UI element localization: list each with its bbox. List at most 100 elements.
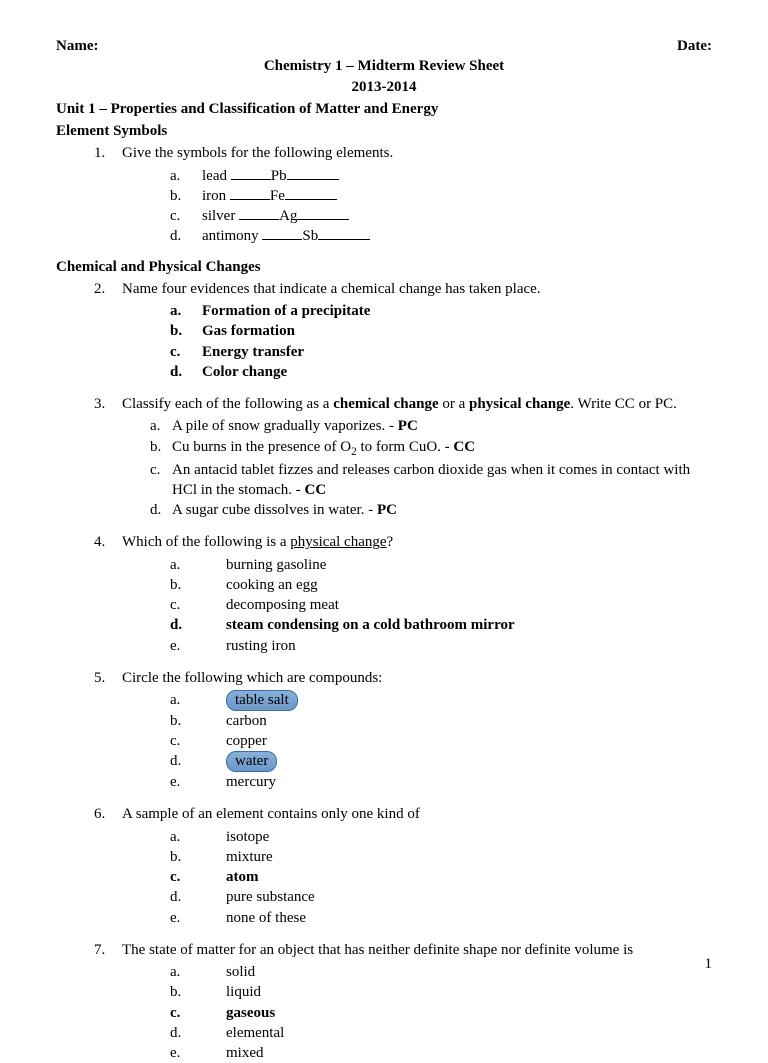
circled-answer: table salt xyxy=(226,690,298,711)
q3-option: c.An antacid tablet fizzes and releases … xyxy=(150,460,712,501)
opt-letter: a. xyxy=(170,555,226,575)
opt-text: Color change xyxy=(202,362,712,382)
circled-answer: water xyxy=(226,751,277,772)
opt-letter: d. xyxy=(170,1023,226,1043)
opt-letter: d. xyxy=(150,500,172,520)
mc-option: c.decomposing meat xyxy=(170,595,712,615)
opt-text: copper xyxy=(226,731,712,751)
mc-option: a.isotope xyxy=(170,827,712,847)
q2-text: Name four evidences that indicate a chem… xyxy=(122,279,712,299)
mc-option: d.pure substance xyxy=(170,887,712,907)
doc-title-2: 2013-2014 xyxy=(56,77,712,97)
mc-option: d.steam condensing on a cold bathroom mi… xyxy=(170,615,712,635)
opt-letter: e. xyxy=(170,908,226,928)
opt-text: mixture xyxy=(226,847,712,867)
mc-option: c.copper xyxy=(170,731,712,751)
section-element-symbols: Element Symbols xyxy=(56,121,712,141)
opt-text: rusting iron xyxy=(226,636,712,656)
mc-option: e.none of these xyxy=(170,908,712,928)
q2-answer: b.Gas formation xyxy=(170,321,712,341)
mc-option: b.liquid xyxy=(170,982,712,1002)
q1-option: a.lead Pb xyxy=(170,166,712,186)
opt-letter: d. xyxy=(170,362,202,382)
opt-text: table salt xyxy=(226,690,712,711)
opt-text: atom xyxy=(226,867,712,887)
q1-num: 1. xyxy=(94,143,122,246)
header: Name: Date: xyxy=(56,36,712,56)
question-2: 2. Name four evidences that indicate a c… xyxy=(94,279,712,382)
opt-text: silver Ag xyxy=(202,206,712,226)
q1-option: c.silver Ag xyxy=(170,206,712,226)
q4-num: 4. xyxy=(94,532,122,656)
mc-option: a.burning gasoline xyxy=(170,555,712,575)
opt-letter: e. xyxy=(170,636,226,656)
q3-option: d.A sugar cube dissolves in water. - PC xyxy=(150,500,712,520)
q3-option: a.A pile of snow gradually vaporizes. - … xyxy=(150,416,712,436)
q7-num: 7. xyxy=(94,940,122,1063)
doc-title-1: Chemistry 1 – Midterm Review Sheet xyxy=(56,56,712,76)
opt-text: lead Pb xyxy=(202,166,712,186)
opt-letter: b. xyxy=(150,437,172,460)
opt-text: Formation of a precipitate xyxy=(202,301,712,321)
opt-text: liquid xyxy=(226,982,712,1002)
opt-text: gaseous xyxy=(226,1003,712,1023)
q1-option: d.antimony Sb xyxy=(170,226,712,246)
opt-letter: c. xyxy=(170,595,226,615)
opt-text: none of these xyxy=(226,908,712,928)
opt-text: Cu burns in the presence of O2 to form C… xyxy=(172,437,712,460)
question-6: 6. A sample of an element contains only … xyxy=(94,804,712,928)
section-chem-phys: Chemical and Physical Changes xyxy=(56,257,712,277)
opt-letter: d. xyxy=(170,751,226,772)
opt-letter: a. xyxy=(170,690,226,711)
opt-letter: a. xyxy=(170,827,226,847)
q6-num: 6. xyxy=(94,804,122,928)
opt-letter: b. xyxy=(170,711,226,731)
opt-letter: d. xyxy=(170,615,226,635)
opt-text: decomposing meat xyxy=(226,595,712,615)
opt-text: isotope xyxy=(226,827,712,847)
opt-text: antimony Sb xyxy=(202,226,712,246)
opt-letter: a. xyxy=(170,962,226,982)
mc-option: c.gaseous xyxy=(170,1003,712,1023)
mc-option: a.solid xyxy=(170,962,712,982)
opt-letter: d. xyxy=(170,887,226,907)
opt-letter: b. xyxy=(170,847,226,867)
q2-answer: d.Color change xyxy=(170,362,712,382)
opt-letter: c. xyxy=(150,460,172,501)
opt-letter: e. xyxy=(170,772,226,792)
q1-option: b.iron Fe xyxy=(170,186,712,206)
mc-option: b.carbon xyxy=(170,711,712,731)
opt-text: A sugar cube dissolves in water. - PC xyxy=(172,500,712,520)
q2-answer: c.Energy transfer xyxy=(170,342,712,362)
opt-text: water xyxy=(226,751,712,772)
mc-option: e.mixed xyxy=(170,1043,712,1063)
q7-text: The state of matter for an object that h… xyxy=(122,940,712,960)
opt-letter: c. xyxy=(170,1003,226,1023)
q5-num: 5. xyxy=(94,668,122,793)
q2-answer: a.Formation of a precipitate xyxy=(170,301,712,321)
q5-text: Circle the following which are compounds… xyxy=(122,668,712,688)
question-1: 1. Give the symbols for the following el… xyxy=(94,143,712,246)
question-5: 5. Circle the following which are compou… xyxy=(94,668,712,793)
q6-text: A sample of an element contains only one… xyxy=(122,804,712,824)
q2-num: 2. xyxy=(94,279,122,382)
q3-num: 3. xyxy=(94,394,122,520)
opt-letter: c. xyxy=(170,731,226,751)
opt-text: solid xyxy=(226,962,712,982)
date-label: Date: xyxy=(677,36,712,56)
opt-text: Energy transfer xyxy=(202,342,712,362)
mc-option: b.cooking an egg xyxy=(170,575,712,595)
opt-text: Gas formation xyxy=(202,321,712,341)
mc-option: d.water xyxy=(170,751,712,772)
opt-text: burning gasoline xyxy=(226,555,712,575)
opt-text: carbon xyxy=(226,711,712,731)
unit-title: Unit 1 – Properties and Classification o… xyxy=(56,99,712,119)
page-number: 1 xyxy=(705,954,713,974)
question-3: 3. Classify each of the following as a c… xyxy=(94,394,712,520)
opt-text: elemental xyxy=(226,1023,712,1043)
mc-option: b.mixture xyxy=(170,847,712,867)
opt-letter: b. xyxy=(170,321,202,341)
q3-text: Classify each of the following as a chem… xyxy=(122,394,712,414)
opt-text: A pile of snow gradually vaporizes. - PC xyxy=(172,416,712,436)
opt-text: mixed xyxy=(226,1043,712,1063)
